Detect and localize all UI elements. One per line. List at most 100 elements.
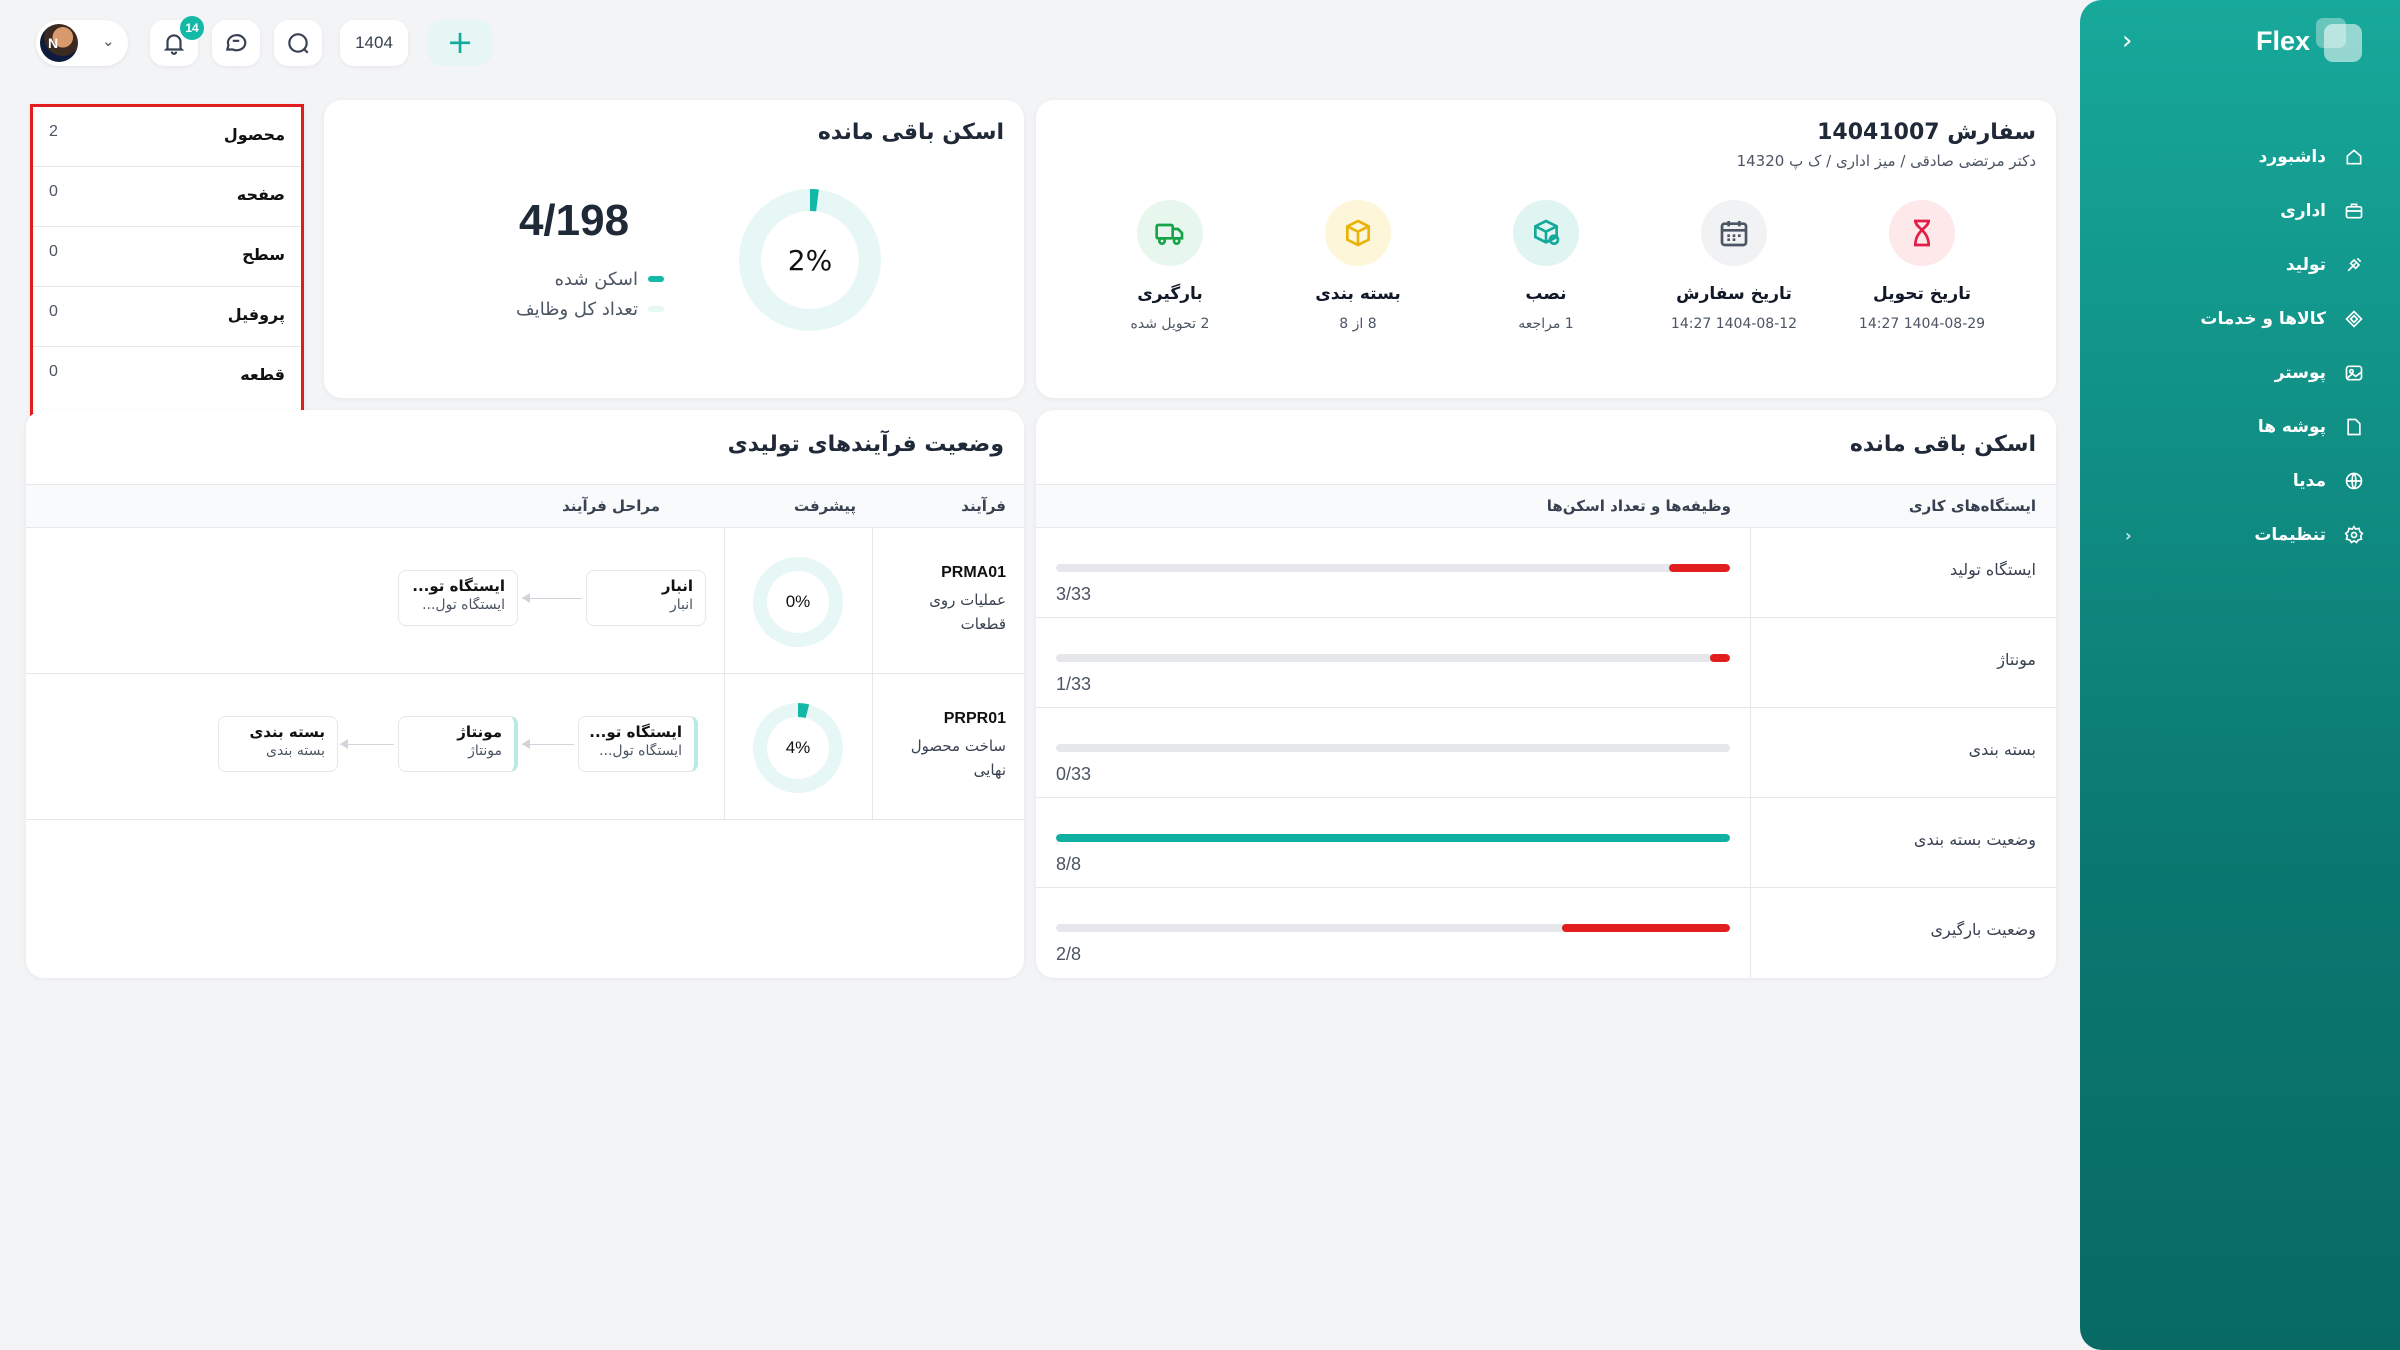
counts-label: محصول [223,125,285,144]
stage-title: بارگیری [1137,284,1203,304]
scan-ratio: 1/33 [1056,674,1092,694]
stage-title: تاریخ تحویل [1873,284,1971,304]
process-step[interactable]: ایستگاه تو... ایستگاه تول... [578,716,698,772]
order-title: سفارش 14041007 [1817,120,2036,145]
table-row[interactable]: مونتاژ 1/33 [1036,618,2056,708]
process-description: عملیات روی قطعات [929,591,1006,633]
production-icon [2342,253,2366,277]
process-step[interactable]: ایستگاه تو... ایستگاه تول... [398,570,518,626]
stage-order-date[interactable]: تاریخ سفارش 1404-08-12 14:27 [1640,200,1828,380]
table-row[interactable]: بسته بندی 0/33 [1036,708,2056,798]
process-table-header: فرآیند پیشرفت مراحل فرآیند [26,484,1024,528]
globe-icon [2342,469,2366,493]
process-step[interactable]: بسته بندی بسته بندی [218,716,338,772]
stage-subtitle: 1404-08-29 14:27 [1858,316,1986,332]
box-icon [1325,200,1391,266]
calendar-icon [1701,200,1767,266]
sidebar-item-goods[interactable]: کالاها و خدمات [2080,292,2400,346]
user-menu[interactable]: N ⌄ [36,20,128,66]
step-title: ایستگاه تو... [589,723,682,741]
station-name: ایستگاه تولید [1950,560,2036,579]
order-stages: بارگیری 2 تحویل شده بسته بندی 8 از 8 نصب… [1076,200,2016,380]
year-selector[interactable]: 1404 [340,20,408,66]
sidebar-item-label: اداری [2280,201,2326,221]
step-subtitle: بسته بندی [266,743,325,759]
notifications-button[interactable]: 14 [150,16,204,66]
remaining-scans-card: اسکن باقی مانده ایستگاه‌های کاری وظیفه‌ه… [1036,410,2056,978]
add-button[interactable]: + [428,20,492,66]
step-title: مونتاژ [457,723,502,741]
sidebar-item-settings[interactable]: تنظیمات ‹ [2080,508,2400,562]
sidebar-item-label: کالاها و خدمات [2200,309,2326,329]
column-divider [1750,888,1751,978]
stage-packaging[interactable]: بسته بندی 8 از 8 [1264,200,1452,380]
counts-value: 0 [49,303,58,320]
counts-row: صفحه 0 [33,167,301,227]
sidebar-item-label: داشبورد [2258,147,2326,167]
hourglass-icon [1889,200,1955,266]
sidebar-item-production[interactable]: تولید [2080,238,2400,292]
stage-title: تاریخ سفارش [1676,284,1792,304]
scan-ratio: 0/33 [1056,764,1092,784]
table-row[interactable]: ایستگاه تولید 3/33 [1036,528,2056,618]
process-step[interactable]: مونتاژ مونتاژ [398,716,518,772]
chevron-left-icon[interactable]: ‹ [2122,26,2133,56]
scan-ratio: 3/33 [1056,584,1092,604]
sidebar-item-dashboard[interactable]: داشبورد [2080,130,2400,184]
search-button[interactable] [274,20,322,66]
diamond-icon [2342,307,2366,331]
progress-track [1056,564,1730,572]
stage-subtitle: 8 از 8 [1339,316,1377,332]
column-divider [872,674,873,819]
step-subtitle: انبار [669,597,693,613]
sidebar-item-poster[interactable]: پوستر [2080,346,2400,400]
sidebar-item-media[interactable]: مدیا [2080,454,2400,508]
scan-ratio: 8/8 [1056,854,1082,874]
scan-count: 4/198 [518,196,630,245]
counts-table: محصول 2 صفحه 0 سطح 0 پروفیل 0 قطعه 0 [30,104,304,416]
table-row[interactable]: وضعیت بارگیری 2/8 [1036,888,2056,978]
stage-subtitle: 1 مراجعه [1518,316,1574,332]
station-name: وضعیت بارگیری [1930,920,2036,939]
process-title: وضعیت فرآیندهای تولیدی [727,432,1004,457]
counts-label: قطعه [240,365,285,384]
progress-fill [1709,654,1730,662]
table-row[interactable]: PRPR01 ساخت محصول نهایی 4% ایستگاه تو...… [26,674,1024,820]
sidebar: Flex ‹ داشبورد اداری تولید کالاها و خدما… [2080,0,2400,1350]
process-percent: 0% [785,592,811,611]
chat-button[interactable] [212,20,260,66]
top-bar: N ⌄ 14 1404 + [36,16,636,70]
bell-icon [163,34,185,55]
remaining-table-header: ایستگاه‌های کاری وظیفه‌ها و تعداد اسکن‌ه… [1036,484,2056,528]
stage-delivery-date[interactable]: تاریخ تحویل 1404-08-29 14:27 [1828,200,2016,380]
progress-fill [1669,564,1730,572]
truck-icon [1137,200,1203,266]
sidebar-item-office[interactable]: اداری [2080,184,2400,238]
sidebar-item-label: تولید [2285,255,2326,275]
stage-install[interactable]: نصب 1 مراجعه [1452,200,1640,380]
search-icon [288,33,309,54]
install-icon [1513,200,1579,266]
stage-loading[interactable]: بارگیری 2 تحویل شده [1076,200,1264,380]
station-name: مونتاژ [1997,650,2036,669]
donut-arc [753,703,843,793]
counts-value: 2 [49,123,58,140]
process-percent: 4% [785,738,811,757]
sidebar-item-label: تنظیمات [2254,525,2326,545]
sidebar-item-folders[interactable]: پوشه ها [2080,400,2400,454]
scan-summary-card: اسکن باقی مانده 2% 4/198 اسکن شده تعداد … [324,100,1024,398]
process-step[interactable]: انبار انبار [586,570,706,626]
column-divider [1750,708,1751,797]
sidebar-item-label: مدیا [2292,471,2326,491]
col-progress: پیشرفت [793,497,856,515]
step-subtitle: ایستگاه تول... [599,743,682,759]
progress-track [1056,654,1730,662]
home-icon [2342,145,2366,169]
col-tasks: وظیفه‌ها و تعداد اسکن‌ها [1546,497,1731,515]
brand-name: Flex [2255,26,2310,56]
table-row[interactable]: PRMA01 عملیات روی قطعات 0% انبار انبار ا… [26,528,1024,674]
legend-label: تعداد کل وظایف [516,298,638,320]
step-title: انبار [661,577,693,595]
table-row[interactable]: وضعیت بسته بندی 8/8 [1036,798,2056,888]
process-code: PRMA01 [941,564,1006,581]
